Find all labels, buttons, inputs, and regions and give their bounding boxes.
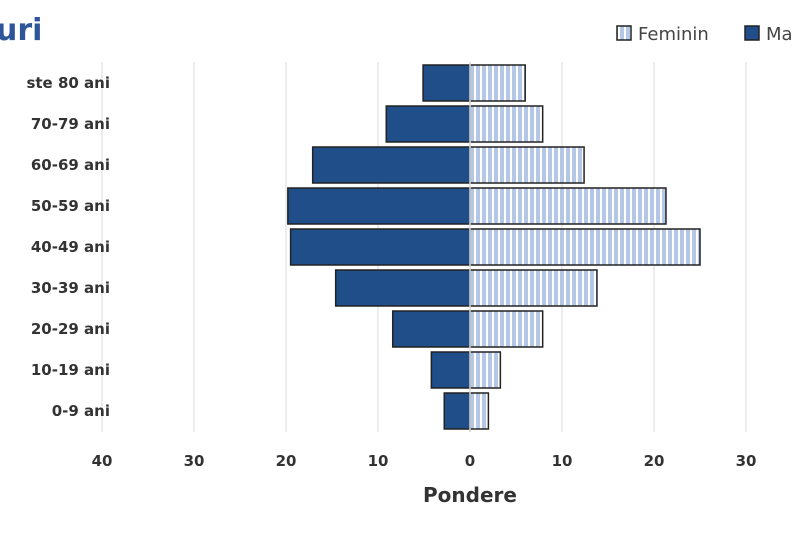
bar-female <box>469 64 526 102</box>
legend-swatch-ma <box>744 25 760 41</box>
x-tick-label: 40 <box>92 452 113 470</box>
chart-title: uri <box>0 13 42 48</box>
x-tick-label: 20 <box>276 452 297 470</box>
bar-female <box>469 269 598 307</box>
category-label: 40-49 ani <box>31 238 110 256</box>
category-label: 10-19 ani <box>31 361 110 379</box>
bar-male <box>443 392 471 430</box>
category-label: 0-9 ani <box>52 402 110 420</box>
category-label: 20-29 ani <box>31 320 110 338</box>
bar-male <box>334 269 471 307</box>
legend: Feminin Ma <box>616 24 793 45</box>
bar-male <box>311 146 471 184</box>
bar-female <box>469 105 544 143</box>
legend-label-ma: Ma <box>766 24 793 45</box>
bar-male <box>422 64 471 102</box>
bar-female <box>469 146 585 184</box>
bar-male <box>391 310 471 348</box>
bar-male <box>287 187 471 225</box>
bar-female <box>469 392 490 430</box>
bar-male <box>430 351 471 389</box>
x-axis-title: Pondere <box>423 483 517 507</box>
category-label: 60-69 ani <box>31 156 110 174</box>
bar-female <box>469 310 544 348</box>
category-label: 30-39 ani <box>31 279 110 297</box>
bar-female <box>469 351 502 389</box>
x-tick-label: 10 <box>368 452 389 470</box>
legend-label-feminin: Feminin <box>638 24 709 45</box>
bar-male <box>289 228 471 266</box>
bar-female <box>469 228 701 266</box>
x-tick-label: 30 <box>184 452 205 470</box>
x-tick-label: 20 <box>644 452 665 470</box>
category-label: 50-59 ani <box>31 197 110 215</box>
category-label: ste 80 ani <box>26 74 110 92</box>
x-tick-label: 10 <box>552 452 573 470</box>
x-tick-label: 30 <box>736 452 757 470</box>
bar-male <box>385 105 471 143</box>
x-tick-label: 0 <box>465 452 475 470</box>
bar-female <box>469 187 667 225</box>
category-label: 70-79 ani <box>31 115 110 133</box>
legend-swatch-feminin <box>616 25 632 41</box>
